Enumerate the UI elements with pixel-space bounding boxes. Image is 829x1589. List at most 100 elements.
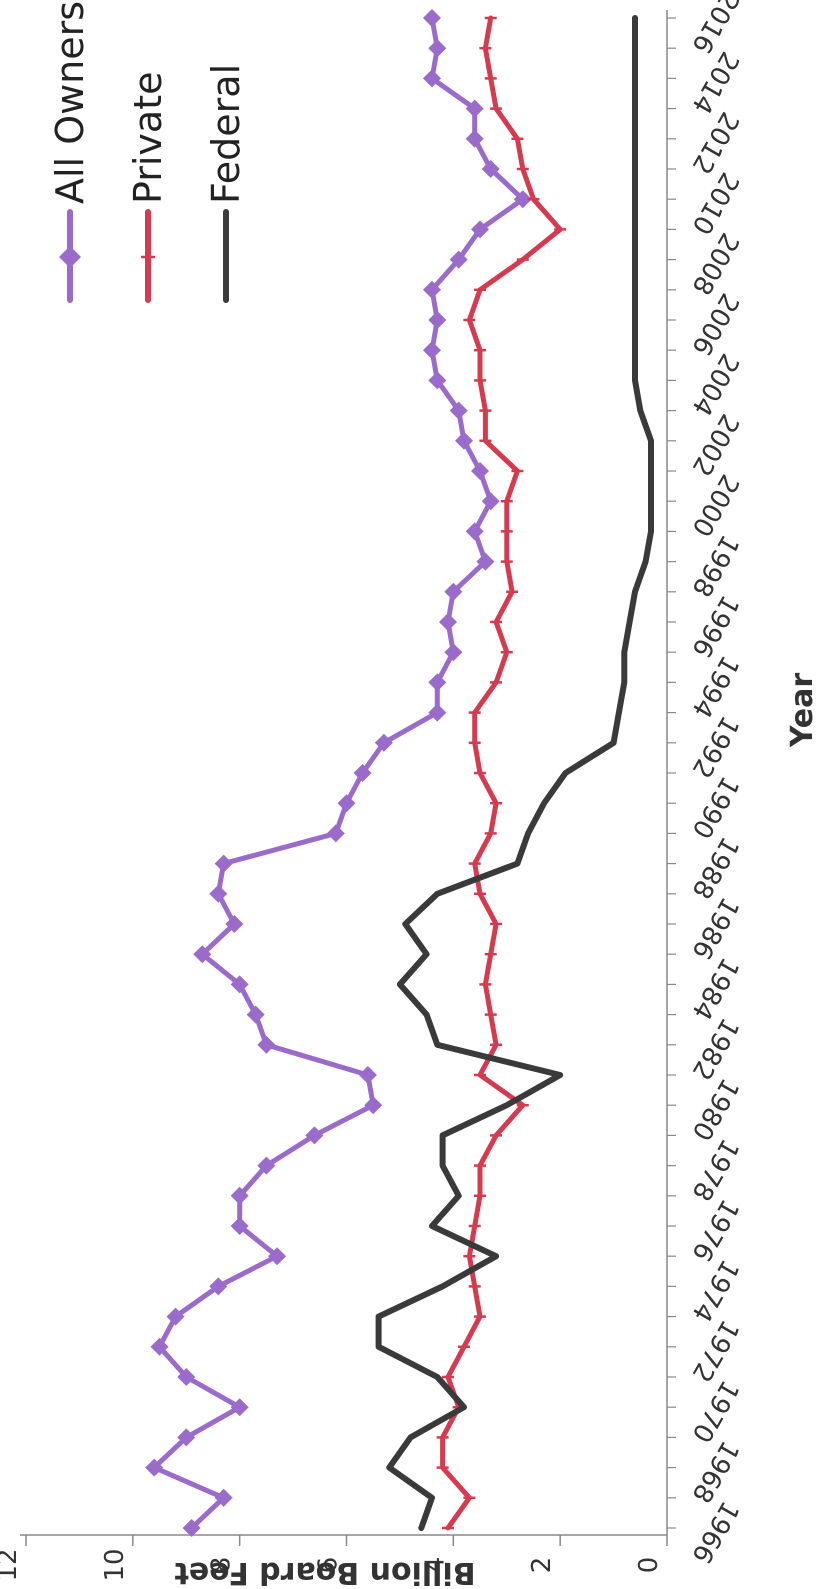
data-point-all-owners bbox=[513, 190, 532, 209]
y-tick-label: 12 bbox=[0, 1548, 23, 1581]
data-point-all-owners bbox=[481, 160, 500, 178]
legend-item-private: Private bbox=[126, 72, 170, 303]
data-point-all-owners bbox=[481, 492, 500, 511]
data-point-all-owners bbox=[209, 884, 228, 903]
y-tick-label: 0 bbox=[634, 1557, 664, 1574]
data-point-all-owners bbox=[465, 129, 484, 148]
data-point-all-owners bbox=[230, 1186, 249, 1205]
data-point-all-owners bbox=[353, 764, 372, 782]
x-tick-label: 1982 bbox=[685, 1013, 744, 1085]
data-point-all-owners bbox=[246, 1005, 265, 1024]
x-tick-label: 2012 bbox=[685, 107, 744, 179]
data-point-all-owners bbox=[177, 1368, 196, 1386]
data-point-all-owners bbox=[428, 703, 447, 722]
x-tick-label: 2002 bbox=[685, 409, 744, 481]
data-point-all-owners bbox=[449, 401, 468, 420]
x-tick-label: 2014 bbox=[685, 46, 744, 118]
data-point-all-owners bbox=[214, 1488, 233, 1507]
x-tick-label: 1996 bbox=[685, 590, 744, 662]
data-point-all-owners bbox=[337, 794, 356, 813]
legend-label-private: Private bbox=[126, 72, 170, 204]
y-tick-label: 8 bbox=[207, 1557, 237, 1574]
series-private bbox=[436, 15, 567, 1531]
x-tick-label: 2004 bbox=[685, 348, 744, 420]
data-point-all-owners bbox=[326, 824, 345, 843]
x-axis-title: Year bbox=[785, 673, 820, 749]
x-tick-label: 1978 bbox=[685, 1133, 744, 1205]
x-tick-label: 1972 bbox=[685, 1315, 744, 1387]
data-point-all-owners bbox=[449, 250, 468, 269]
x-tick-label: 2010 bbox=[685, 167, 744, 239]
data-point-all-owners bbox=[166, 1307, 185, 1326]
series-all-owners bbox=[145, 9, 532, 1537]
data-point-all-owners bbox=[268, 1247, 287, 1266]
data-point-all-owners bbox=[465, 522, 484, 541]
y-tick-label: 6 bbox=[314, 1557, 344, 1574]
data-point-all-owners bbox=[422, 69, 441, 88]
data-point-all-owners bbox=[444, 582, 463, 601]
data-point-all-owners bbox=[422, 9, 441, 27]
data-point-all-owners bbox=[428, 371, 447, 390]
data-point-all-owners bbox=[428, 311, 447, 329]
x-tick-label: 1998 bbox=[685, 529, 744, 601]
data-point-all-owners bbox=[257, 1156, 276, 1175]
data-point-all-owners bbox=[455, 431, 474, 450]
x-tick-label: 2016 bbox=[685, 0, 744, 58]
data-point-all-owners bbox=[358, 1066, 377, 1084]
data-point-all-owners bbox=[465, 99, 484, 118]
x-tick-label: 1968 bbox=[685, 1435, 744, 1507]
data-point-all-owners bbox=[214, 854, 233, 873]
data-point-all-owners bbox=[182, 1519, 201, 1537]
series-line-private bbox=[440, 15, 563, 1531]
data-point-all-owners bbox=[428, 673, 447, 692]
x-tick-label: 1980 bbox=[685, 1073, 744, 1145]
x-tick-label: 1994 bbox=[685, 650, 744, 722]
data-point-all-owners bbox=[230, 1398, 249, 1417]
data-point-all-owners bbox=[471, 462, 490, 480]
series-layer bbox=[145, 9, 654, 1537]
x-tick-label: 1966 bbox=[685, 1496, 744, 1568]
data-point-all-owners bbox=[422, 341, 441, 360]
data-point-all-owners bbox=[230, 1217, 249, 1235]
data-point-all-owners bbox=[257, 1035, 276, 1054]
data-point-all-owners bbox=[193, 945, 212, 964]
data-point-all-owners bbox=[225, 915, 244, 933]
x-tick-label: 1986 bbox=[685, 892, 744, 964]
series-line-all-owners bbox=[151, 15, 526, 1531]
legend: All Owners Private Federal bbox=[48, 1, 248, 303]
data-point-all-owners bbox=[305, 1126, 324, 1145]
legend-label-federal: Federal bbox=[204, 64, 248, 204]
x-tick-label: 1976 bbox=[685, 1194, 744, 1266]
legend-item-federal: Federal bbox=[204, 64, 248, 303]
data-point-all-owners bbox=[428, 39, 447, 58]
data-point-all-owners bbox=[438, 613, 457, 631]
x-tick-label: 1974 bbox=[685, 1254, 744, 1326]
data-point-all-owners bbox=[471, 220, 490, 239]
legend-item-all-owners: All Owners bbox=[48, 1, 92, 303]
x-tick-label: 2000 bbox=[685, 469, 744, 541]
y-tick-label: 4 bbox=[420, 1557, 450, 1574]
data-point-all-owners bbox=[374, 733, 393, 752]
x-tick-label: 1984 bbox=[685, 952, 744, 1024]
x-tick-label: 2006 bbox=[685, 288, 744, 360]
data-point-all-owners bbox=[476, 552, 495, 571]
data-point-all-owners bbox=[177, 1428, 196, 1447]
data-point-all-owners bbox=[422, 280, 441, 299]
data-point-all-owners bbox=[145, 1458, 164, 1477]
y-tick-label: 10 bbox=[100, 1548, 130, 1581]
x-tick-label: 1988 bbox=[685, 831, 744, 903]
legend-marker-all-owners bbox=[59, 246, 81, 268]
series-federal bbox=[375, 15, 654, 1531]
data-point-all-owners bbox=[364, 1096, 383, 1115]
y-tick-label: 2 bbox=[527, 1557, 557, 1574]
data-point-all-owners bbox=[150, 1337, 169, 1356]
legend-label-all-owners: All Owners bbox=[48, 1, 92, 204]
series-line-federal bbox=[375, 15, 654, 1531]
data-point-all-owners bbox=[444, 643, 463, 662]
data-point-all-owners bbox=[209, 1277, 228, 1296]
x-tick-label: 2008 bbox=[685, 227, 744, 299]
x-tick-label: 1970 bbox=[685, 1375, 744, 1447]
x-tick-label: 1990 bbox=[685, 771, 744, 843]
x-tick-label: 1992 bbox=[685, 711, 744, 783]
